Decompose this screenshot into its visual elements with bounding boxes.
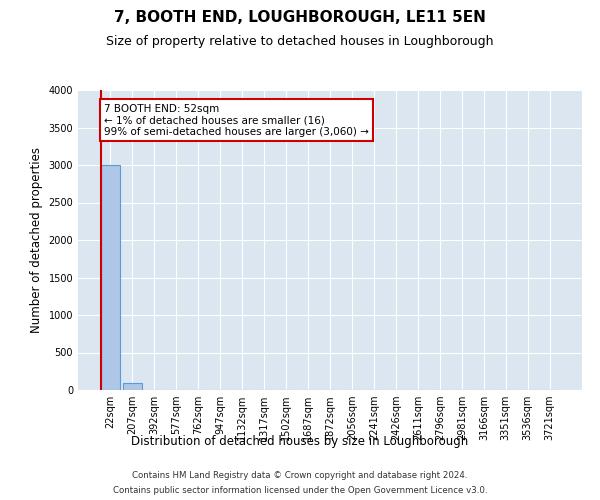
Bar (101, 165, 119, 390)
Text: Distribution of detached houses by size in Loughborough: Distribution of detached houses by size … (131, 435, 469, 448)
Text: Contains HM Land Registry data © Crown copyright and database right 2024.: Contains HM Land Registry data © Crown c… (132, 471, 468, 480)
Text: 7, BOOTH END, LOUGHBOROUGH, LE11 5EN: 7, BOOTH END, LOUGHBOROUGH, LE11 5EN (114, 10, 486, 25)
Text: 7 BOOTH END: 52sqm
← 1% of detached houses are smaller (16)
99% of semi-detached: 7 BOOTH END: 52sqm ← 1% of detached hous… (104, 104, 369, 136)
Bar (123, 382, 142, 390)
Y-axis label: Number of detached properties: Number of detached properties (30, 147, 43, 333)
Text: Size of property relative to detached houses in Loughborough: Size of property relative to detached ho… (106, 35, 494, 48)
Text: Contains public sector information licensed under the Open Government Licence v3: Contains public sector information licen… (113, 486, 487, 495)
